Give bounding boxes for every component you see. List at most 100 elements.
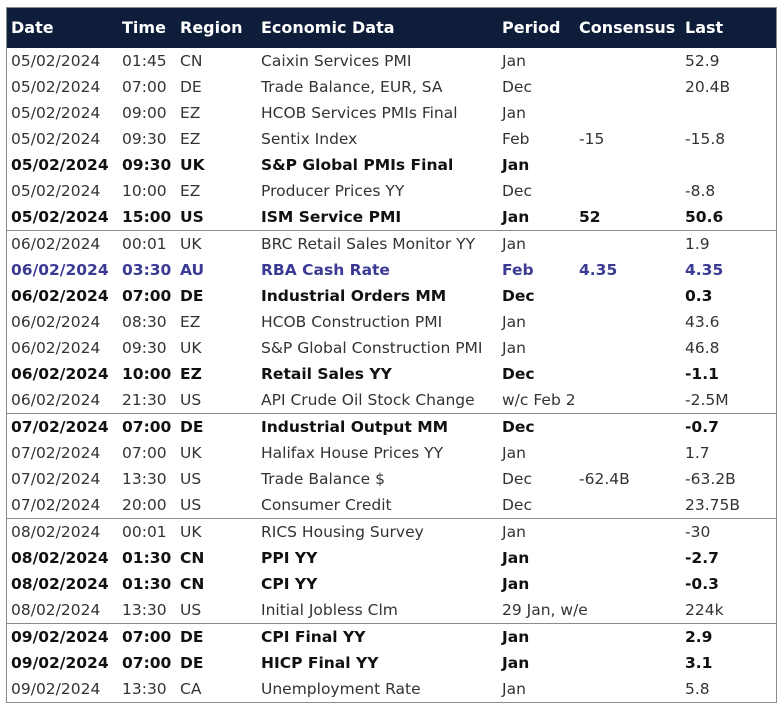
event-row: 07/02/202407:00DEIndustrial Output MMDec… bbox=[7, 413, 776, 440]
date-cell: 06/02/2024 bbox=[11, 335, 100, 361]
event-row: 06/02/202410:00EZRetail Sales YYDec-1.1 bbox=[7, 361, 776, 387]
event-row: 06/02/202408:30EZHCOB Construction PMIJa… bbox=[7, 309, 776, 335]
last-cell: -8.8 bbox=[685, 178, 715, 204]
period-cell: Dec bbox=[502, 492, 532, 518]
last-cell: -2.7 bbox=[685, 545, 719, 571]
period-cell: Jan bbox=[502, 309, 526, 335]
header-cell: Time bbox=[122, 8, 166, 48]
region-cell: UK bbox=[180, 440, 202, 466]
economic-data-cell: Industrial Orders MM bbox=[261, 283, 446, 309]
time-cell: 03:30 bbox=[122, 257, 171, 283]
last-cell: 2.9 bbox=[685, 624, 712, 650]
date-cell: 06/02/2024 bbox=[11, 361, 109, 387]
period-cell: Jan bbox=[502, 545, 529, 571]
last-cell: 224k bbox=[685, 597, 724, 623]
period-cell: Jan bbox=[502, 335, 526, 361]
event-row: 05/02/202409:30UKS&P Global PMIs FinalJa… bbox=[7, 152, 776, 178]
economic-data-cell: PPI YY bbox=[261, 545, 317, 571]
period-cell: Dec bbox=[502, 283, 535, 309]
header-cell: Period bbox=[502, 8, 560, 48]
economic-data-cell: Industrial Output MM bbox=[261, 414, 448, 440]
header-cell: Economic Data bbox=[261, 8, 395, 48]
region-cell: US bbox=[180, 492, 201, 518]
consensus-cell: -15 bbox=[579, 126, 604, 152]
event-row: 06/02/202400:01UKBRC Retail Sales Monito… bbox=[7, 230, 776, 257]
period-cell: Jan bbox=[502, 676, 526, 702]
period-cell: Feb bbox=[502, 126, 529, 152]
last-cell: 1.9 bbox=[685, 231, 710, 257]
period-cell: Dec bbox=[502, 74, 532, 100]
consensus-cell: 4.35 bbox=[579, 257, 617, 283]
event-row: 08/02/202400:01UKRICS Housing SurveyJan-… bbox=[7, 518, 776, 545]
calendar-table: DateTimeRegionEconomic DataPeriodConsens… bbox=[6, 7, 777, 703]
economic-data-cell: HICP Final YY bbox=[261, 650, 378, 676]
region-cell: DE bbox=[180, 650, 203, 676]
region-cell: US bbox=[180, 204, 204, 230]
period-cell: Dec bbox=[502, 361, 535, 387]
economic-data-cell: Trade Balance $ bbox=[261, 466, 385, 492]
period-cell: Jan bbox=[502, 440, 526, 466]
event-row: 05/02/202409:00EZHCOB Services PMIs Fina… bbox=[7, 100, 776, 126]
time-cell: 09:30 bbox=[122, 152, 171, 178]
last-cell: 20.4B bbox=[685, 74, 730, 100]
date-cell: 07/02/2024 bbox=[11, 466, 100, 492]
date-cell: 06/02/2024 bbox=[11, 231, 100, 257]
date-cell: 05/02/2024 bbox=[11, 204, 109, 230]
period-cell: Jan bbox=[502, 100, 526, 126]
event-row: 05/02/202407:00DETrade Balance, EUR, SAD… bbox=[7, 74, 776, 100]
header-row: DateTimeRegionEconomic DataPeriodConsens… bbox=[7, 8, 776, 48]
economic-data-cell: Producer Prices YY bbox=[261, 178, 404, 204]
event-row: 05/02/202410:00EZProducer Prices YYDec-8… bbox=[7, 178, 776, 204]
time-cell: 20:00 bbox=[122, 492, 167, 518]
period-cell: Jan bbox=[502, 204, 529, 230]
time-cell: 01:30 bbox=[122, 571, 171, 597]
event-row: 05/02/202409:30EZSentix IndexFeb-15-15.8 bbox=[7, 126, 776, 152]
economic-data-cell: S&P Global Construction PMI bbox=[261, 335, 482, 361]
last-cell: -2.5M bbox=[685, 387, 729, 413]
date-cell: 05/02/2024 bbox=[11, 126, 100, 152]
event-row: 09/02/202407:00DECPI Final YYJan2.9 bbox=[7, 623, 776, 650]
period-cell: Jan bbox=[502, 152, 529, 178]
date-cell: 07/02/2024 bbox=[11, 440, 100, 466]
time-cell: 07:00 bbox=[122, 74, 167, 100]
region-cell: CN bbox=[180, 48, 202, 74]
last-cell: -15.8 bbox=[685, 126, 725, 152]
date-cell: 08/02/2024 bbox=[11, 597, 100, 623]
economic-data-cell: Unemployment Rate bbox=[261, 676, 421, 702]
economic-data-cell: ISM Service PMI bbox=[261, 204, 401, 230]
economic-data-cell: API Crude Oil Stock Change bbox=[261, 387, 475, 413]
date-cell: 05/02/2024 bbox=[11, 178, 100, 204]
region-cell: UK bbox=[180, 335, 202, 361]
date-cell: 06/02/2024 bbox=[11, 387, 100, 413]
event-row: 05/02/202401:45CNCaixin Services PMIJan5… bbox=[7, 48, 776, 74]
period-cell: Dec bbox=[502, 466, 532, 492]
date-cell: 08/02/2024 bbox=[11, 519, 100, 545]
last-cell: 0.3 bbox=[685, 283, 712, 309]
date-cell: 05/02/2024 bbox=[11, 48, 100, 74]
date-cell: 05/02/2024 bbox=[11, 152, 109, 178]
date-cell: 09/02/2024 bbox=[11, 624, 109, 650]
region-cell: CN bbox=[180, 571, 204, 597]
event-row: 09/02/202413:30CAUnemployment RateJan5.8 bbox=[7, 676, 776, 702]
period-cell: Dec bbox=[502, 178, 532, 204]
period-cell: Jan bbox=[502, 519, 526, 545]
event-row: 06/02/202409:30UKS&P Global Construction… bbox=[7, 335, 776, 361]
region-cell: US bbox=[180, 387, 201, 413]
region-cell: EZ bbox=[180, 178, 200, 204]
date-cell: 09/02/2024 bbox=[11, 650, 109, 676]
time-cell: 01:45 bbox=[122, 48, 167, 74]
event-row: 08/02/202413:30USInitial Jobless Clm29 J… bbox=[7, 597, 776, 623]
header-cell: Last bbox=[685, 8, 723, 48]
region-cell: DE bbox=[180, 74, 202, 100]
last-cell: 23.75B bbox=[685, 492, 740, 518]
region-cell: UK bbox=[180, 231, 202, 257]
time-cell: 13:30 bbox=[122, 466, 167, 492]
last-cell: 1.7 bbox=[685, 440, 710, 466]
time-cell: 08:30 bbox=[122, 309, 167, 335]
economic-data-cell: BRC Retail Sales Monitor YY bbox=[261, 231, 475, 257]
time-cell: 13:30 bbox=[122, 597, 167, 623]
region-cell: CA bbox=[180, 676, 201, 702]
last-cell: -30 bbox=[685, 519, 710, 545]
period-cell: w/c Feb 2 bbox=[502, 387, 576, 413]
